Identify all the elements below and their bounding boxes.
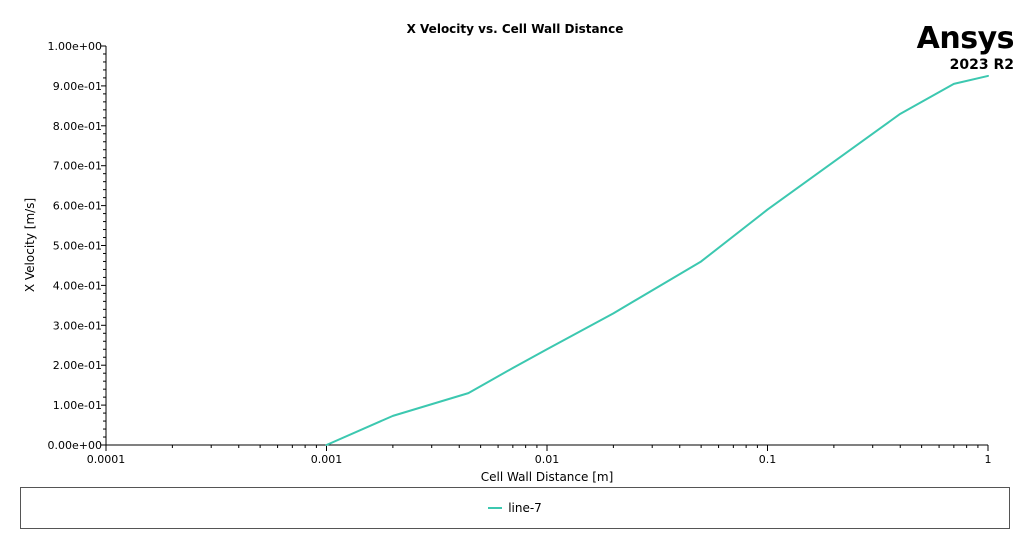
brand-version: 2023 R2 (949, 57, 1014, 73)
series-lines (325, 74, 989, 446)
x-tick-label: 0.001 (311, 453, 343, 466)
axes (105, 46, 988, 446)
series-line-line-7 (325, 74, 989, 446)
y-tick-label: 1.00e+00 (48, 40, 102, 53)
y-axis-label: X Velocity [m/s] (23, 198, 37, 292)
x-axis-label: Cell Wall Distance [m] (481, 470, 614, 484)
y-tick-label: 4.00e-01 (53, 279, 102, 292)
y-tick-label: 6.00e-01 (53, 200, 102, 213)
y-tick-label: 1.00e-01 (53, 399, 102, 412)
chart-title: X Velocity vs. Cell Wall Distance (407, 22, 624, 36)
legend-entry-line-7[interactable]: line-7 (488, 501, 542, 515)
y-tick-label: 8.00e-01 (53, 120, 102, 133)
y-tick-label: 2.00e-01 (53, 359, 102, 372)
ansys-logo: Ansys 2023 R2 (916, 21, 1015, 73)
x-tick-label: 0.0001 (87, 453, 126, 466)
y-tick-label: 7.00e-01 (53, 160, 102, 173)
x-tick-label: 0.1 (759, 453, 777, 466)
legend: line-7 (20, 487, 1010, 529)
y-tick-label: 3.00e-01 (53, 319, 102, 332)
x-tick-label: 1 (985, 453, 992, 466)
y-tick-label: 5.00e-01 (53, 240, 102, 253)
x-tick-label: 0.01 (535, 453, 560, 466)
y-tick-label: 0.00e+00 (48, 439, 102, 452)
brand-name: Ansys (916, 21, 1015, 56)
y-tick-label: 9.00e-01 (53, 80, 102, 93)
legend-swatch (488, 507, 503, 509)
axis-ticks: 0.00e+00 1.00e-01 2.00e-01 3.00e-01 4.00e-01… (48, 40, 992, 466)
legend-label: line-7 (508, 501, 542, 515)
